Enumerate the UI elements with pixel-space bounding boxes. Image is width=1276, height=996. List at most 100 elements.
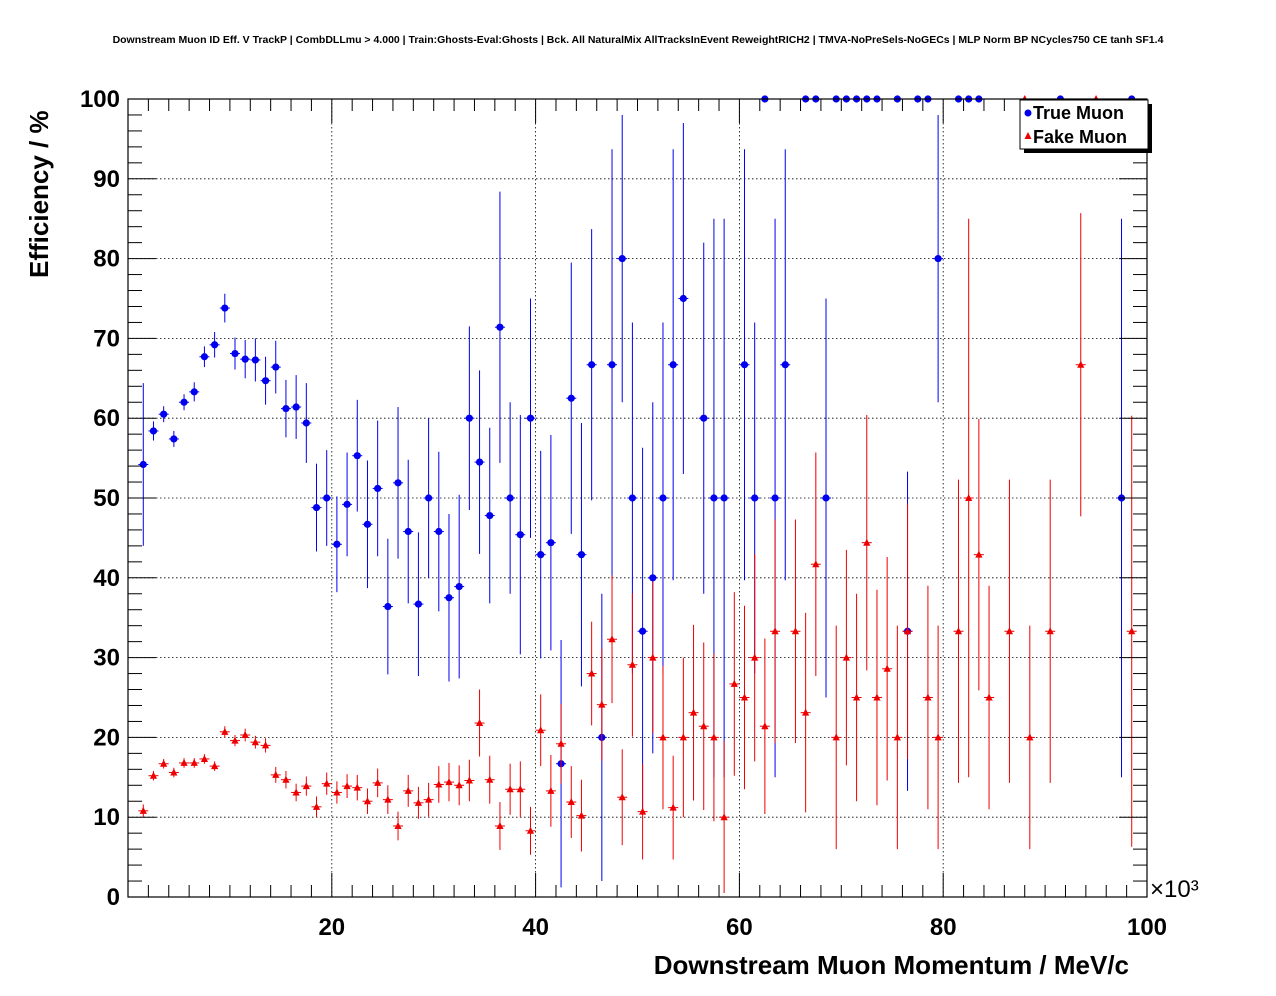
true-muon-point bbox=[168, 430, 179, 447]
fake-muon-point bbox=[953, 479, 964, 783]
fake-muon-marker bbox=[261, 741, 270, 749]
true-muon-point bbox=[678, 122, 689, 475]
fake-muon-point bbox=[403, 774, 414, 807]
x-tick-label: 100 bbox=[1127, 914, 1167, 941]
true-muon-marker bbox=[414, 600, 423, 608]
y-tick-label: 50 bbox=[93, 485, 120, 512]
fake-muon-marker bbox=[312, 802, 321, 810]
x-tick-label: 40 bbox=[522, 914, 549, 941]
fake-muon-point bbox=[708, 653, 719, 822]
fake-muon-point bbox=[413, 786, 424, 819]
true-muon-marker bbox=[771, 494, 779, 502]
fake-muon-point bbox=[505, 763, 516, 815]
fake-muon-point bbox=[229, 735, 240, 747]
true-muon-point bbox=[821, 298, 832, 698]
fake-muon-marker bbox=[751, 653, 759, 661]
fake-muon-marker bbox=[537, 726, 545, 734]
true-muon-marker bbox=[261, 377, 270, 385]
fake-muon-marker bbox=[567, 798, 575, 806]
fake-muon-point bbox=[433, 766, 444, 803]
y-tick-label: 10 bbox=[93, 804, 120, 831]
fake-muon-point bbox=[382, 785, 393, 815]
fake-muon-marker bbox=[771, 627, 779, 635]
fake-muon-point bbox=[759, 638, 770, 815]
fake-muon-marker bbox=[1046, 627, 1054, 635]
fake-muon-point bbox=[464, 759, 475, 802]
fake-muon-marker bbox=[425, 795, 433, 803]
fake-muon-marker bbox=[1077, 360, 1085, 368]
x-axis-label: Downstream Muon Momentum / MeV/c bbox=[654, 950, 1129, 980]
true-muon-marker bbox=[323, 494, 331, 502]
true-muon-marker bbox=[333, 540, 341, 548]
true-muon-marker bbox=[241, 355, 249, 363]
fake-muon-point bbox=[688, 624, 699, 801]
fake-muon-point bbox=[474, 689, 485, 757]
true-muon-point bbox=[179, 394, 190, 411]
true-muon-marker bbox=[628, 494, 637, 502]
fake-muon-point bbox=[678, 657, 689, 818]
fake-muon-point bbox=[596, 648, 607, 761]
true-muon-point bbox=[576, 422, 587, 687]
fake-muon-marker bbox=[323, 779, 331, 787]
true-muon-point bbox=[607, 149, 618, 581]
true-muon-point bbox=[372, 420, 383, 557]
y-tick-label: 30 bbox=[93, 645, 120, 672]
true-muon-point bbox=[403, 459, 414, 604]
fake-muon-marker bbox=[924, 693, 932, 701]
true-muon-marker bbox=[231, 349, 239, 358]
y-tick-label: 20 bbox=[93, 724, 120, 751]
fake-muon-marker bbox=[465, 776, 473, 784]
fake-muon-marker bbox=[231, 736, 239, 744]
fake-muon-marker bbox=[272, 770, 280, 778]
fake-muon-marker bbox=[414, 798, 423, 806]
fake-muon-marker bbox=[954, 627, 963, 635]
fake-muon-marker bbox=[883, 664, 891, 672]
fake-muon-marker bbox=[679, 733, 687, 741]
fake-muon-point bbox=[617, 749, 628, 846]
fake-muon-point bbox=[454, 765, 465, 806]
true-muon-point bbox=[515, 415, 526, 655]
fake-muon-point bbox=[1045, 479, 1056, 783]
fake-muon-point bbox=[556, 703, 567, 784]
fake-muon-point bbox=[270, 766, 281, 783]
fake-muon-point bbox=[168, 767, 179, 778]
fake-muon-marker bbox=[455, 781, 463, 789]
legend-true-muon-marker bbox=[1024, 109, 1032, 117]
fake-muon-marker bbox=[241, 731, 249, 739]
fake-muon-marker bbox=[282, 775, 290, 783]
fake-muon-point bbox=[922, 585, 933, 810]
fake-muon-point bbox=[963, 218, 974, 778]
fake-muon-point bbox=[576, 779, 587, 852]
fake-muon-point bbox=[1024, 625, 1035, 850]
true-muon-point bbox=[158, 406, 169, 423]
x-tick-label: 80 bbox=[930, 914, 957, 941]
fake-muon-point bbox=[189, 758, 200, 768]
true-muon-marker bbox=[577, 551, 586, 559]
fake-muon-marker bbox=[221, 727, 229, 735]
true-muon-point bbox=[668, 149, 679, 581]
true-muon-marker bbox=[455, 582, 463, 591]
fake-muon-marker bbox=[302, 782, 310, 790]
true-muon-point bbox=[270, 340, 281, 394]
fake-muon-marker bbox=[832, 733, 840, 741]
true-muon-marker bbox=[149, 427, 158, 435]
fake-muon-point bbox=[331, 781, 342, 804]
fake-muon-marker bbox=[506, 785, 514, 793]
true-muon-marker bbox=[343, 500, 351, 508]
legend-true-muon-label: True Muon bbox=[1033, 103, 1124, 123]
fake-muon-marker bbox=[557, 739, 565, 747]
fake-muon-marker bbox=[985, 693, 993, 701]
fake-muon-marker bbox=[486, 775, 494, 783]
fake-muon-marker bbox=[852, 693, 861, 701]
fake-muon-point bbox=[535, 694, 546, 767]
fake-muon-point bbox=[719, 741, 730, 894]
true-muon-point bbox=[291, 375, 302, 439]
fake-muon-point bbox=[342, 774, 353, 799]
fake-muon-point bbox=[698, 642, 709, 811]
true-muon-marker bbox=[302, 419, 310, 427]
true-muon-point bbox=[362, 460, 373, 589]
true-muon-marker bbox=[435, 527, 443, 536]
true-muon-point bbox=[474, 370, 485, 554]
fake-muon-point bbox=[566, 766, 577, 838]
